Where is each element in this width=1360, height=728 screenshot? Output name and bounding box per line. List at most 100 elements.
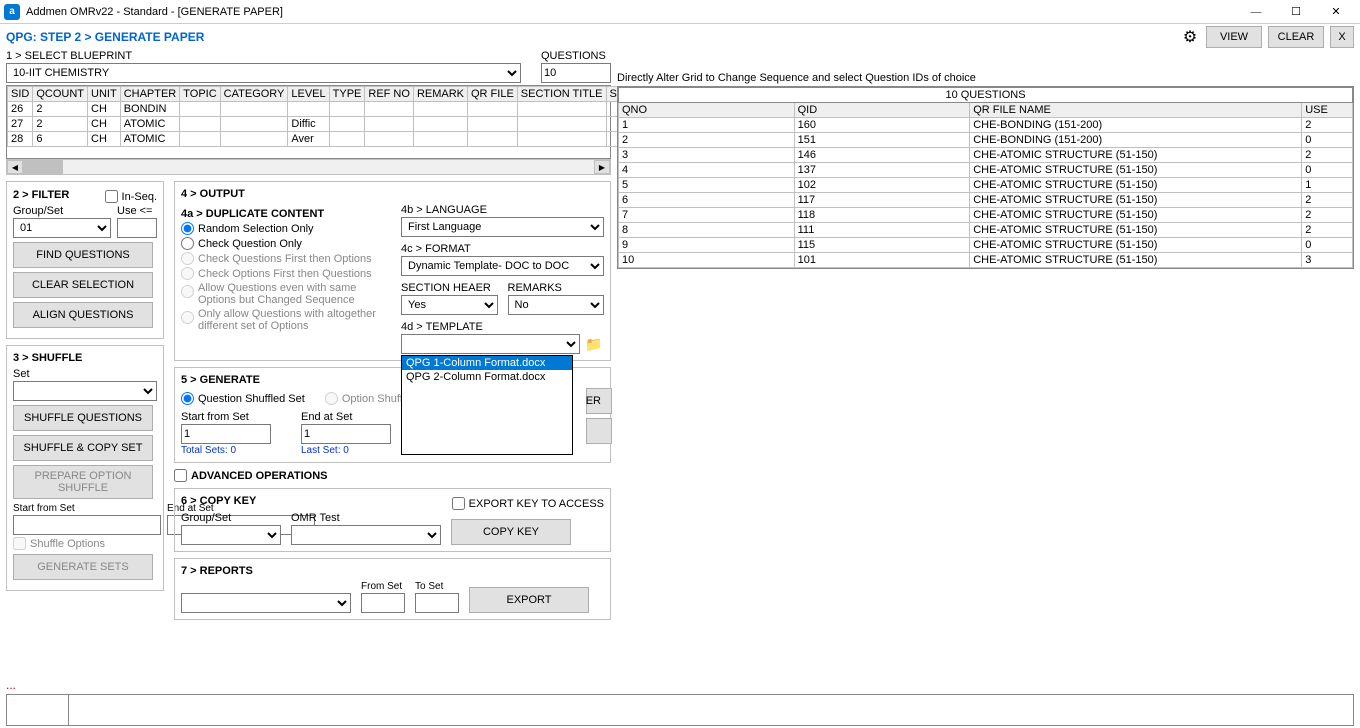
language-select[interactable]: First Language: [401, 217, 604, 237]
table-row[interactable]: 286CHATOMICAver: [8, 132, 628, 147]
right-hint: Directly Alter Grid to Change Sequence a…: [617, 72, 1354, 84]
blueprint-select[interactable]: 10-IIT CHEMISTRY: [6, 63, 521, 83]
export-button[interactable]: EXPORT: [469, 587, 589, 613]
reports-from-input[interactable]: [361, 593, 405, 613]
copy-key-button[interactable]: COPY KEY: [451, 519, 571, 545]
breadcrumb: QPG: STEP 2 > GENERATE PAPER: [6, 30, 1174, 44]
folder-icon[interactable]: 📁: [584, 335, 604, 353]
prepare-option-shuffle-button[interactable]: PREPARE OPTION SHUFFLE: [13, 465, 153, 499]
generate-button-peek[interactable]: ER: [586, 388, 612, 414]
col-header[interactable]: CATEGORY: [220, 87, 288, 102]
template-select[interactable]: [401, 334, 580, 354]
dup-r4: Check Options First then Questions: [181, 267, 391, 280]
dup-r1[interactable]: Random Selection Only: [181, 222, 391, 235]
window-title: Addmen OMRv22 - Standard - [GENERATE PAP…: [26, 6, 1236, 18]
questions-label: QUESTIONS: [541, 50, 611, 62]
minimize-button[interactable]: —: [1236, 0, 1276, 24]
reports-to-input[interactable]: [415, 593, 459, 613]
col-header[interactable]: QID: [794, 103, 970, 118]
view-button[interactable]: VIEW: [1206, 26, 1262, 48]
table-row[interactable]: 262CHBONDIN: [8, 102, 628, 117]
shuffle-copy-button[interactable]: SHUFFLE & COPY SET: [13, 435, 153, 461]
shuffle-set-select[interactable]: [13, 381, 157, 401]
table-row[interactable]: 5102CHE-ATOMIC STRUCTURE (51-150)1: [619, 178, 1353, 193]
copykey-panel: 6 > COPY KEY EXPORT KEY TO ACCESS Group/…: [174, 488, 611, 552]
template-dropdown[interactable]: QPG 1-Column Format.docx QPG 2-Column Fo…: [401, 355, 573, 455]
col-header[interactable]: REF NO: [365, 87, 414, 102]
inseq-check[interactable]: In-Seq.: [105, 190, 157, 203]
advanced-operations-check[interactable]: ADVANCED OPERATIONS: [174, 469, 611, 482]
col-header[interactable]: USE: [1302, 103, 1353, 118]
maximize-button[interactable]: ☐: [1276, 0, 1316, 24]
col-header[interactable]: QNO: [619, 103, 795, 118]
questions-grid[interactable]: 10 QUESTIONS QNOQIDQR FILE NAMEUSE 1160C…: [618, 87, 1353, 268]
table-row[interactable]: 272CHATOMICDiffic: [8, 117, 628, 132]
col-header[interactable]: QR FILE: [468, 87, 518, 102]
copykey-omr-select[interactable]: [291, 525, 441, 545]
gen-end-input[interactable]: [301, 424, 391, 444]
x-button[interactable]: X: [1330, 26, 1354, 48]
gen-start-input[interactable]: [181, 424, 271, 444]
export-access-check[interactable]: EXPORT KEY TO ACCESS: [452, 497, 604, 510]
blueprint-label: 1 > SELECT BLUEPRINT: [6, 50, 521, 62]
col-header[interactable]: TOPIC: [180, 87, 220, 102]
use-input[interactable]: [117, 218, 157, 238]
close-button[interactable]: ✕: [1316, 0, 1356, 24]
table-row[interactable]: 7118CHE-ATOMIC STRUCTURE (51-150)2: [619, 208, 1353, 223]
shuffle-panel: 3 > SHUFFLE Set SHUFFLE QUESTIONS SHUFFL…: [6, 345, 164, 591]
align-questions-button[interactable]: ALIGN QUESTIONS: [13, 302, 153, 328]
blueprint-grid-scrollbar[interactable]: ◀ ▶: [6, 159, 611, 175]
col-header[interactable]: LEVEL: [288, 87, 329, 102]
table-row[interactable]: 10101CHE-ATOMIC STRUCTURE (51-150)3: [619, 253, 1353, 268]
shuffle-start-input[interactable]: [13, 515, 161, 535]
col-header[interactable]: TYPE: [329, 87, 365, 102]
shuffle-options-check[interactable]: Shuffle Options: [13, 537, 157, 550]
scroll-thumb[interactable]: [23, 160, 63, 174]
top-toolbar: QPG: STEP 2 > GENERATE PAPER ⚙ VIEW CLEA…: [0, 24, 1360, 50]
col-header[interactable]: QR FILE NAME: [970, 103, 1302, 118]
scroll-right-icon[interactable]: ▶: [594, 160, 610, 174]
col-header[interactable]: CHAPTER: [120, 87, 180, 102]
col-header[interactable]: QCOUNT: [33, 87, 88, 102]
table-row[interactable]: 6117CHE-ATOMIC STRUCTURE (51-150)2: [619, 193, 1353, 208]
blueprint-grid[interactable]: SIDQCOUNTUNITCHAPTERTOPICCATEGORYLEVELTY…: [7, 86, 628, 147]
generate-sets-button[interactable]: GENERATE SETS: [13, 554, 153, 580]
copykey-group-select[interactable]: [181, 525, 281, 545]
table-row[interactable]: 4137CHE-ATOMIC STRUCTURE (51-150)0: [619, 163, 1353, 178]
format-select[interactable]: Dynamic Template- DOC to DOC: [401, 256, 604, 276]
remarks-select[interactable]: No: [508, 295, 605, 315]
shuffle-questions-button[interactable]: SHUFFLE QUESTIONS: [13, 405, 153, 431]
groupset-select[interactable]: 01: [13, 218, 111, 238]
output-panel: 4 > OUTPUT 4a > DUPLICATE CONTENT Random…: [174, 181, 611, 361]
find-questions-button[interactable]: FIND QUESTIONS: [13, 242, 153, 268]
gear-icon[interactable]: ⚙: [1180, 27, 1200, 47]
reports-select[interactable]: [181, 593, 351, 613]
reports-panel: 7 > REPORTS From Set To Set EXPORT: [174, 558, 611, 620]
gen-r2: Option Shuffl: [325, 392, 405, 405]
status-bar: ...: [0, 678, 1360, 728]
table-row[interactable]: 2151CHE-BONDING (151-200)0: [619, 133, 1353, 148]
clear-button[interactable]: CLEAR: [1268, 26, 1324, 48]
gen-r1[interactable]: Question Shuffled Set: [181, 392, 305, 405]
table-row[interactable]: 1160CHE-BONDING (151-200)2: [619, 118, 1353, 133]
window-titlebar: a Addmen OMRv22 - Standard - [GENERATE P…: [0, 0, 1360, 24]
section-header-select[interactable]: Yes: [401, 295, 498, 315]
filter-title: 2 > FILTER: [13, 189, 69, 201]
template-option-1[interactable]: QPG 1-Column Format.docx: [402, 356, 572, 370]
col-header[interactable]: SECTION TITLE: [517, 87, 606, 102]
template-option-2[interactable]: QPG 2-Column Format.docx: [402, 370, 572, 384]
table-row[interactable]: 3146CHE-ATOMIC STRUCTURE (51-150)2: [619, 148, 1353, 163]
dup-r3: Check Questions First then Options: [181, 252, 391, 265]
app-icon: a: [4, 4, 20, 20]
col-header[interactable]: UNIT: [88, 87, 121, 102]
col-header[interactable]: REMARK: [413, 87, 467, 102]
table-row[interactable]: 8111CHE-ATOMIC STRUCTURE (51-150)2: [619, 223, 1353, 238]
dup-r5: Allow Questions even with same Options b…: [181, 282, 391, 306]
dup-r2[interactable]: Check Question Only: [181, 237, 391, 250]
table-row[interactable]: 9115CHE-ATOMIC STRUCTURE (51-150)0: [619, 238, 1353, 253]
scroll-left-icon[interactable]: ◀: [7, 160, 23, 174]
generate-button-peek2[interactable]: [586, 418, 612, 444]
col-header[interactable]: SID: [8, 87, 33, 102]
questions-input[interactable]: [541, 63, 611, 83]
clear-selection-button[interactable]: CLEAR SELECTION: [13, 272, 153, 298]
